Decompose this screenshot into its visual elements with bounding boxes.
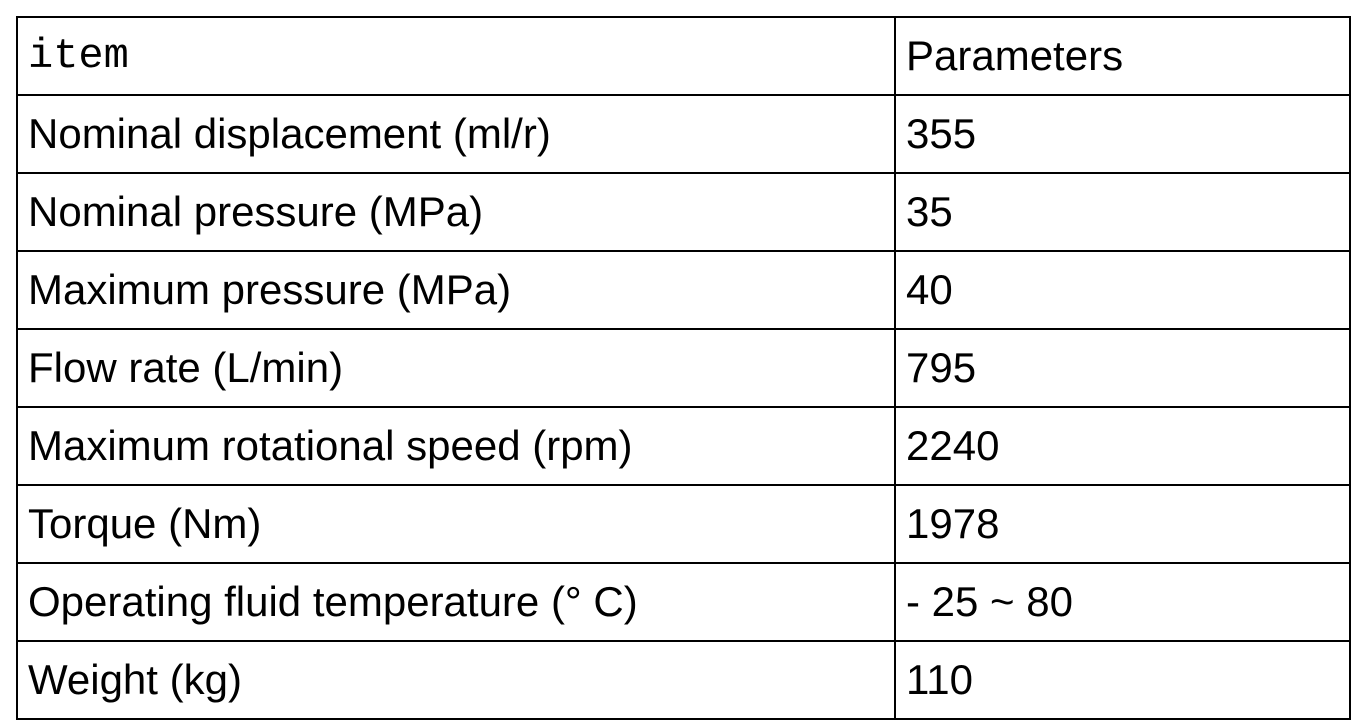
header-cell: Parameters (894, 16, 1351, 96)
table-row: Weight (kg) 110 (16, 640, 1351, 720)
table-cell: 40 (894, 250, 1351, 330)
table-cell: 2240 (894, 406, 1351, 486)
parameter-table: item Parameters Nominal displacement (ml/r… (16, 16, 1351, 720)
table-cell: Maximum pressure (MPa) (16, 250, 896, 330)
table-cell: Operating fluid temperature (° C) (16, 562, 896, 642)
table-cell: Nominal pressure (MPa) (16, 172, 896, 252)
table-row: Maximum rotational speed (rpm) 2240 (16, 406, 1351, 486)
table-row: Flow rate (L/min) 795 (16, 328, 1351, 408)
table-cell: Nominal displacement (ml/r) (16, 94, 896, 174)
table-cell: 795 (894, 328, 1351, 408)
header-cell: item (16, 16, 896, 96)
table-body: item Parameters Nominal displacement (ml/r… (16, 16, 1351, 720)
table-row: Operating fluid temperature (° C) - 25 ~ … (16, 562, 1351, 642)
table-cell: Maximum rotational speed (rpm) (16, 406, 896, 486)
header-row: item Parameters (16, 16, 1351, 96)
table-cell: Weight (kg) (16, 640, 896, 720)
table-cell: 35 (894, 172, 1351, 252)
table-row: Nominal displacement (ml/r) 355 (16, 94, 1351, 174)
table-cell: 110 (894, 640, 1351, 720)
table-cell: 1978 (894, 484, 1351, 564)
table-cell: 355 (894, 94, 1351, 174)
table-cell: Flow rate (L/min) (16, 328, 896, 408)
table-row: Maximum pressure (MPa) 40 (16, 250, 1351, 330)
table-row: Torque (Nm) 1978 (16, 484, 1351, 564)
table-cell: Torque (Nm) (16, 484, 896, 564)
table-row: Nominal pressure (MPa) 35 (16, 172, 1351, 252)
table-cell: - 25 ~ 80 (894, 562, 1351, 642)
